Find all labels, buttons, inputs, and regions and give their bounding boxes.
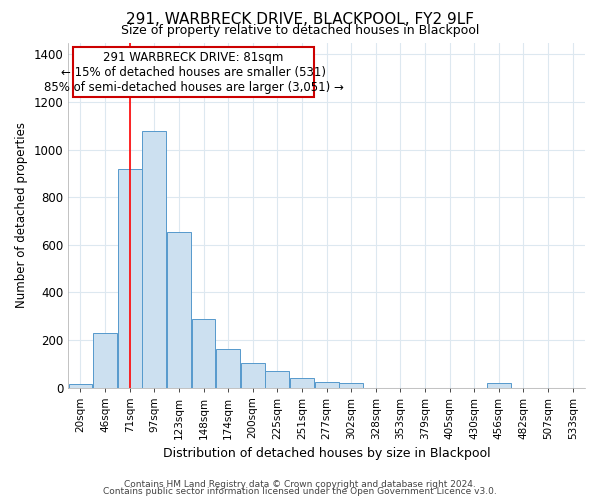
Bar xyxy=(93,333,117,388)
Bar xyxy=(265,371,289,388)
Text: 291, WARBRECK DRIVE, BLACKPOOL, FY2 9LF: 291, WARBRECK DRIVE, BLACKPOOL, FY2 9LF xyxy=(126,12,474,28)
Text: Contains HM Land Registry data © Crown copyright and database right 2024.: Contains HM Land Registry data © Crown c… xyxy=(124,480,476,489)
Text: 291 WARBRECK DRIVE: 81sqm
← 15% of detached houses are smaller (531)
85% of semi: 291 WARBRECK DRIVE: 81sqm ← 15% of detac… xyxy=(44,50,344,94)
Bar xyxy=(487,383,511,388)
Bar xyxy=(167,232,191,388)
Bar xyxy=(142,130,166,388)
Bar xyxy=(191,318,215,388)
Text: Size of property relative to detached houses in Blackpool: Size of property relative to detached ho… xyxy=(121,24,479,37)
Bar xyxy=(216,350,240,388)
Text: Contains public sector information licensed under the Open Government Licence v3: Contains public sector information licen… xyxy=(103,488,497,496)
Bar xyxy=(314,382,338,388)
Bar xyxy=(118,168,142,388)
Bar xyxy=(241,362,265,388)
Bar xyxy=(290,378,314,388)
Bar xyxy=(339,383,363,388)
X-axis label: Distribution of detached houses by size in Blackpool: Distribution of detached houses by size … xyxy=(163,447,490,460)
Bar xyxy=(68,384,92,388)
Y-axis label: Number of detached properties: Number of detached properties xyxy=(15,122,28,308)
FancyBboxPatch shape xyxy=(73,48,314,97)
